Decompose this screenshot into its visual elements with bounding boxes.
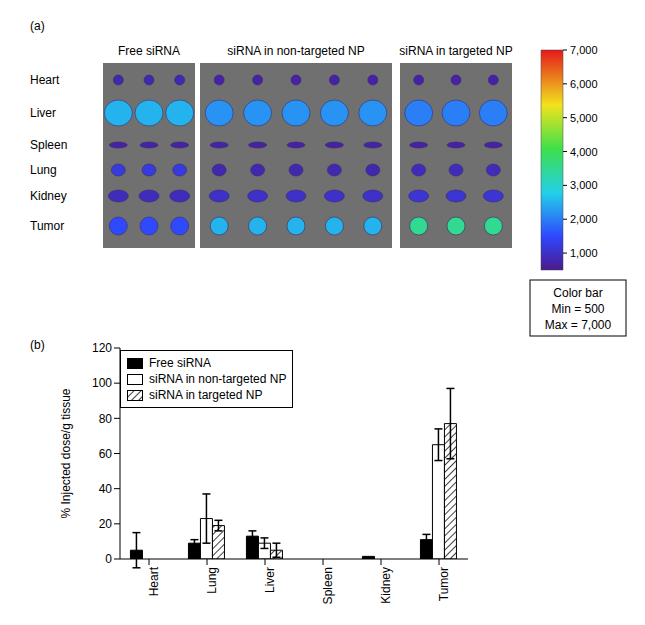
svg-text:1,000: 1,000 (570, 247, 598, 259)
svg-text:Kidney: Kidney (379, 567, 393, 604)
svg-text:Liver: Liver (263, 567, 277, 593)
svg-text:40: 40 (99, 482, 113, 496)
svg-text:100: 100 (92, 376, 112, 390)
svg-text:Liver: Liver (30, 106, 56, 120)
svg-text:siRNA in targeted NP: siRNA in targeted NP (399, 44, 512, 58)
svg-text:20: 20 (99, 517, 113, 531)
svg-text:80: 80 (99, 412, 113, 426)
svg-text:5,000: 5,000 (570, 112, 598, 124)
svg-text:% Injected dose/g tissue: % Injected dose/g tissue (59, 388, 73, 518)
svg-text:0: 0 (105, 552, 112, 566)
svg-text:(a): (a) (30, 19, 45, 33)
html-text:Free siRNA: Free siRNA (149, 356, 211, 370)
svg-text:Lung: Lung (205, 567, 219, 594)
svg-text:Max = 7,000: Max = 7,000 (545, 318, 612, 332)
svg-text:Tumor: Tumor (437, 567, 451, 601)
svg-text:Heart: Heart (147, 566, 161, 596)
html-text:siRNA in targeted NP: siRNA in targeted NP (149, 388, 263, 402)
svg-text:60: 60 (99, 447, 113, 461)
svg-text:6,000: 6,000 (570, 78, 598, 90)
svg-text:Tumor: Tumor (30, 219, 64, 233)
svg-text:siRNA in non-targeted NP: siRNA in non-targeted NP (227, 44, 364, 58)
svg-text:2,000: 2,000 (570, 213, 598, 225)
html-text:siRNA in non-targeted NP: siRNA in non-targeted NP (149, 372, 287, 386)
svg-text:Spleen: Spleen (30, 138, 67, 152)
svg-text:Spleen: Spleen (321, 567, 335, 604)
svg-text:Lung: Lung (30, 163, 57, 177)
svg-text:Free siRNA: Free siRNA (118, 44, 180, 58)
svg-text:Heart: Heart (30, 73, 60, 87)
svg-text:Min = 500: Min = 500 (551, 302, 604, 316)
svg-text:120: 120 (92, 341, 112, 355)
svg-text:Color bar: Color bar (553, 286, 602, 300)
svg-text:3,000: 3,000 (570, 179, 598, 191)
svg-text:7,000: 7,000 (570, 44, 598, 56)
svg-text:4,000: 4,000 (570, 146, 598, 158)
svg-text:Kidney: Kidney (30, 189, 67, 203)
html-text:(b): (b) (30, 338, 45, 352)
